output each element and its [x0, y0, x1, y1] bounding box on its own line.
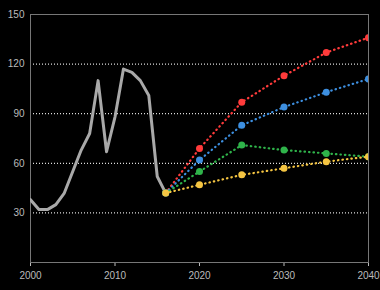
svg-text:2000: 2000	[19, 270, 42, 281]
svg-text:60: 60	[13, 158, 25, 169]
svg-text:2040: 2040	[357, 270, 380, 281]
svg-text:30: 30	[13, 207, 25, 218]
svg-text:2010: 2010	[104, 270, 127, 281]
svg-text:2030: 2030	[273, 270, 296, 281]
svg-text:90: 90	[13, 108, 25, 119]
svg-text:2020: 2020	[188, 270, 211, 281]
svg-text:150: 150	[8, 9, 25, 20]
svg-text:120: 120	[8, 58, 25, 69]
